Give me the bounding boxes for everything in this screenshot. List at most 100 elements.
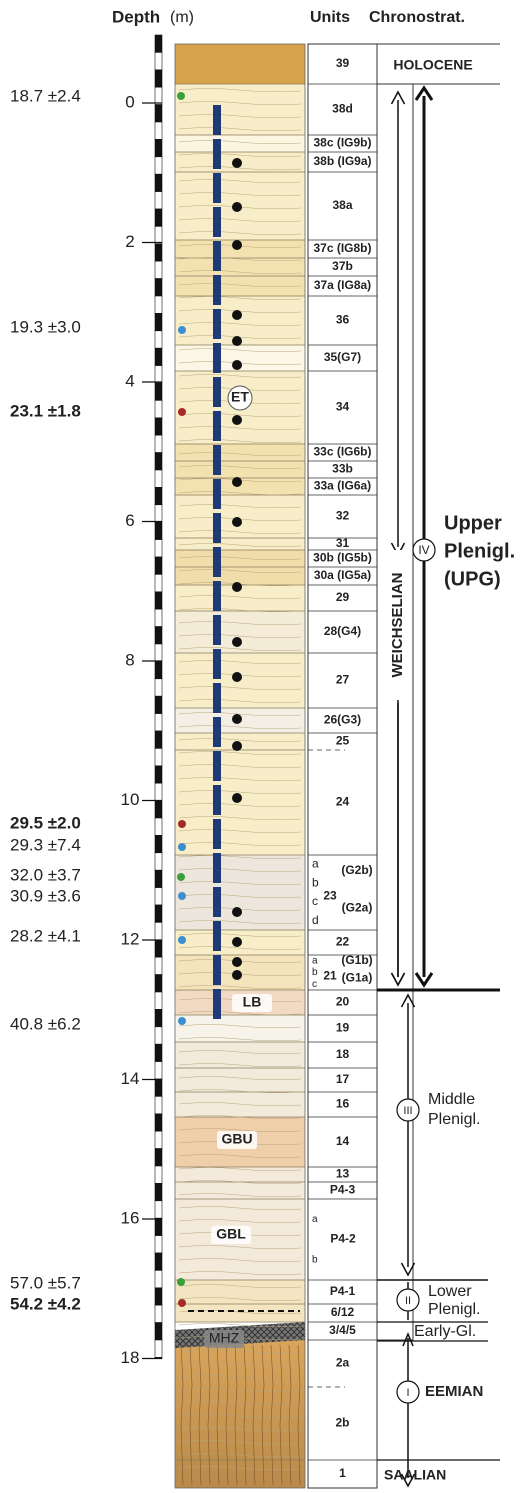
unit-subdivision: b: [312, 875, 319, 889]
ruler-segment: [154, 1235, 163, 1254]
ruler-segment: [154, 817, 163, 836]
log-texture: [178, 1115, 302, 1120]
sample-segment: [213, 207, 221, 237]
log-texture: [178, 764, 302, 769]
log-texture: [178, 816, 302, 821]
ruler-segment: [154, 260, 163, 279]
ruler-segment: [154, 400, 163, 419]
log-texture: [178, 1284, 302, 1289]
log-texture: [178, 322, 302, 327]
unit-label: 2a: [336, 1356, 350, 1370]
log-label: GBL: [216, 1226, 246, 1242]
unit-label: P4-2: [330, 1232, 356, 1246]
root-texture: [279, 1344, 283, 1486]
weichselian-box: [376, 83, 414, 1341]
dating-dot: [178, 1299, 186, 1307]
upg-label: Plenigl.: [444, 540, 515, 562]
ruler-segment: [154, 34, 163, 53]
log-texture: [178, 1401, 302, 1406]
sample-segment: [213, 615, 221, 645]
early-glacial: Early-Gl.: [414, 1323, 476, 1340]
log-texture: [178, 868, 302, 873]
ruler-segment: [154, 782, 163, 801]
sample-dot: [232, 582, 242, 592]
dating-dot: [178, 1017, 186, 1025]
log-texture: [178, 920, 302, 925]
unit-label: 2b: [335, 1416, 349, 1430]
sample-segment: [213, 309, 221, 339]
period-label: Lower: [428, 1283, 472, 1300]
ruler-segment: [154, 1061, 163, 1080]
unit-label: 37b: [332, 259, 353, 273]
ruler-segment: [154, 382, 163, 401]
unit-label: P4-3: [330, 1183, 356, 1197]
units-frame: [307, 43, 378, 1489]
sample-dot: [232, 957, 242, 967]
dating-dot: [178, 843, 186, 851]
log-texture: [178, 1388, 302, 1393]
label-back: [388, 550, 408, 700]
log-texture: [178, 1323, 302, 1328]
log-layer: [175, 1280, 305, 1322]
ruler-segment: [154, 1339, 163, 1358]
sample-segment: [213, 241, 221, 271]
unit-label: 30a (IG5a): [314, 568, 371, 582]
log-texture: [178, 1362, 302, 1367]
depth-tick-label: 6: [125, 511, 134, 530]
age-date: 19.3 ±3.0: [10, 317, 81, 336]
sample-segment: [213, 989, 221, 1019]
log-texture: [178, 166, 302, 171]
unit-note: (G2b): [341, 863, 372, 877]
unit-note: (G1a): [342, 970, 373, 984]
sample-dot: [232, 970, 242, 980]
period-numeral: III: [403, 1105, 412, 1117]
period-numeral: IV: [418, 543, 429, 557]
depth-tick-label: 14: [121, 1069, 140, 1088]
age-date: 32.0 ±3.7: [10, 865, 81, 884]
sample-segment: [213, 581, 221, 611]
log-texture: [178, 1466, 302, 1471]
log-texture: [178, 738, 302, 743]
period-circle: [412, 538, 436, 562]
log-texture: [178, 1102, 302, 1107]
ruler-segment: [154, 139, 163, 158]
period-label: Plenigl.: [428, 1301, 480, 1318]
ruler-segment: [154, 469, 163, 488]
ruler-segment: [154, 313, 163, 332]
log-texture: [178, 855, 302, 860]
log-texture: [178, 1128, 302, 1133]
unit-subdivision: b: [312, 1254, 318, 1265]
unit-label: 31: [336, 536, 350, 550]
period-numeral: I: [406, 1387, 409, 1399]
ruler-segment: [154, 765, 163, 784]
ruler-segment: [154, 574, 163, 593]
root-texture: [252, 1344, 256, 1486]
sample-segment: [213, 955, 221, 985]
period-label: Plenigl.: [428, 1111, 480, 1128]
ruler-segment: [154, 278, 163, 297]
log-layer: [175, 44, 305, 84]
ruler-segment: [154, 417, 163, 436]
ruler-segment: [154, 156, 163, 175]
depth-tick-label: 12: [121, 929, 140, 948]
unit-subdivision: a: [312, 1214, 318, 1225]
period-label: Middle: [428, 1091, 475, 1108]
unit-label: 33c (IG6b): [313, 445, 371, 459]
ruler-segment: [154, 226, 163, 245]
ruler-segment: [154, 295, 163, 314]
ruler-segment: [154, 243, 163, 262]
ruler-segment: [154, 69, 163, 88]
log-texture: [178, 1258, 302, 1263]
units-title: Units: [310, 9, 350, 26]
dating-dot: [177, 92, 185, 100]
depth-tick-label: 0: [125, 92, 134, 111]
log-texture: [178, 1193, 302, 1198]
log-texture: [178, 894, 302, 899]
log-layer: [175, 550, 305, 585]
log-texture: [178, 608, 302, 613]
log-texture: [178, 1063, 302, 1068]
log-texture: [178, 1180, 302, 1185]
depth-tick-label: 18: [121, 1348, 140, 1367]
log-texture: [178, 1024, 302, 1029]
